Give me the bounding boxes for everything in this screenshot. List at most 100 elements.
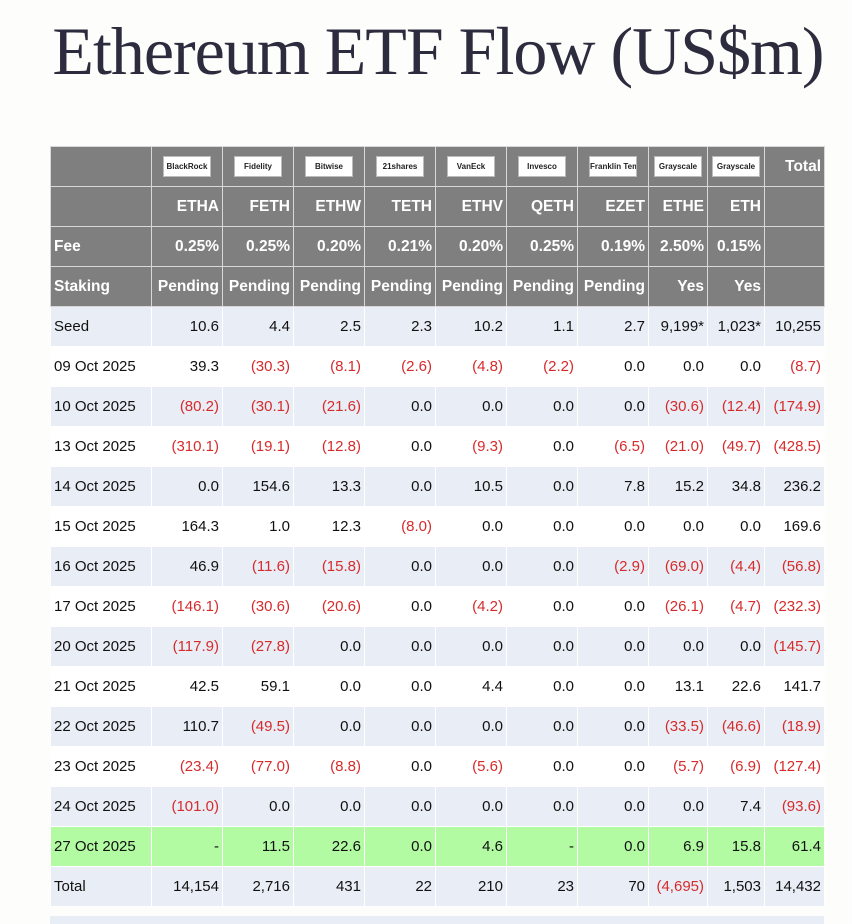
flow-value-cell: (18.9) bbox=[764, 706, 825, 747]
flow-value-cell: 0.0 bbox=[506, 506, 578, 547]
flow-value-cell: 164.3 bbox=[151, 506, 223, 547]
flow-value-cell: 59.1 bbox=[222, 666, 294, 707]
flow-value-cell: 0.0 bbox=[293, 706, 365, 747]
row-label: 13 Oct 2025 bbox=[50, 426, 152, 467]
issuer-logo-cell: Grayscale bbox=[648, 146, 708, 187]
flow-value-cell: (77.0) bbox=[222, 746, 294, 787]
page-title: Ethereum ETF Flow (US$m) bbox=[52, 13, 824, 89]
issuer-logo-cell: Bitwise bbox=[293, 146, 365, 187]
flow-value-cell: (27.8) bbox=[222, 626, 294, 667]
flow-value-cell: 0.0 bbox=[648, 626, 708, 667]
flow-value-cell: 169.6 bbox=[764, 506, 825, 547]
issuer-logo: VanEck bbox=[447, 156, 495, 177]
flow-value-cell: 0.0 bbox=[364, 426, 436, 467]
flow-value-cell: 431 bbox=[293, 866, 365, 907]
flow-value-cell: 0.0 bbox=[577, 746, 649, 787]
table-row: 27 Oct 2025-11.5 22.6 0.0 4.6-0.0 6.9 15.8 61.… bbox=[50, 826, 825, 867]
flow-value-cell: 0.0 bbox=[506, 746, 578, 787]
flow-value-cell: (2.9) bbox=[577, 546, 649, 587]
flow-value-cell: 1.0 bbox=[222, 506, 294, 547]
flow-value-cell: (12.8) bbox=[293, 426, 365, 467]
flow-value-cell: 0.0 bbox=[435, 546, 507, 587]
flow-value-cell: (8.1) bbox=[293, 346, 365, 387]
issuer-logo-cell: Franklin Templeton bbox=[577, 146, 649, 187]
fee-cell: 2.50% bbox=[648, 226, 708, 267]
flow-value-cell: (26.1) bbox=[648, 586, 708, 627]
flow-value-cell: 0.0 bbox=[648, 346, 708, 387]
flow-value-cell: (46.6) bbox=[707, 706, 765, 747]
flow-value-cell: 0.0 bbox=[222, 786, 294, 827]
flow-value-cell: 2.7 bbox=[577, 306, 649, 347]
flow-value-cell: 0.0 bbox=[364, 546, 436, 587]
flow-value-cell: 9,199* bbox=[648, 306, 708, 347]
flow-value-cell: 0.0 bbox=[293, 626, 365, 667]
flow-value-cell: 61.4 bbox=[764, 826, 825, 867]
flow-value-cell: 0.0 bbox=[364, 746, 436, 787]
flow-value-cell: (117.9) bbox=[151, 626, 223, 667]
flow-value-cell: (23.4) bbox=[151, 746, 223, 787]
flow-value-cell: - bbox=[506, 826, 578, 867]
fee-row: Fee 0.25% 0.25% 0.20% 0.21% 0.20% 0.25% 0.19% 2.… bbox=[50, 226, 825, 267]
flow-value-cell: (146.1) bbox=[151, 586, 223, 627]
flow-value-cell: 10,255 bbox=[764, 306, 825, 347]
ticker-cell: EZET bbox=[577, 186, 649, 227]
flow-value-cell: 0.0 bbox=[577, 706, 649, 747]
staking-label: Staking bbox=[50, 266, 152, 307]
header-corner bbox=[50, 146, 152, 187]
row-label: 20 Oct 2025 bbox=[50, 626, 152, 667]
table-footer-strip bbox=[50, 916, 824, 924]
flow-value-cell: 2,716 bbox=[222, 866, 294, 907]
issuer-logo: Bitwise bbox=[305, 156, 353, 177]
flow-value-cell: 22.6 bbox=[293, 826, 365, 867]
flow-value-cell: 0.0 bbox=[506, 546, 578, 587]
flow-value-cell: 210 bbox=[435, 866, 507, 907]
table-row: 21 Oct 2025 42.5 59.1 0.0 0.0 4.4 0.0 0.0 13.1 22… bbox=[50, 666, 825, 707]
flow-value-cell: 0.0 bbox=[293, 666, 365, 707]
staking-row: Staking Pending Pending Pending Pending Pendi… bbox=[50, 266, 825, 307]
flow-value-cell: (5.7) bbox=[648, 746, 708, 787]
flow-value-cell: 70 bbox=[577, 866, 649, 907]
flow-value-cell: (2.2) bbox=[506, 346, 578, 387]
flow-value-cell: (49.7) bbox=[707, 426, 765, 467]
fee-cell: 0.15% bbox=[707, 226, 765, 267]
flow-value-cell: 1,503 bbox=[707, 866, 765, 907]
flow-value-cell: (8.8) bbox=[293, 746, 365, 787]
flow-value-cell: (310.1) bbox=[151, 426, 223, 467]
staking-cell: Pending bbox=[506, 266, 578, 307]
row-label: 16 Oct 2025 bbox=[50, 546, 152, 587]
flow-value-cell: 0.0 bbox=[506, 706, 578, 747]
flow-value-cell: 2.3 bbox=[364, 306, 436, 347]
fee-cell: 0.19% bbox=[577, 226, 649, 267]
row-label: 10 Oct 2025 bbox=[50, 386, 152, 427]
flow-value-cell: 2.5 bbox=[293, 306, 365, 347]
issuer-logo: BlackRock bbox=[163, 156, 211, 177]
flow-value-cell: 0.0 bbox=[364, 626, 436, 667]
row-label: 17 Oct 2025 bbox=[50, 586, 152, 627]
header-blank bbox=[764, 186, 825, 227]
flow-value-cell: (30.6) bbox=[648, 386, 708, 427]
flow-value-cell: 0.0 bbox=[364, 666, 436, 707]
flow-value-cell: 110.7 bbox=[151, 706, 223, 747]
flow-value-cell: 46.9 bbox=[151, 546, 223, 587]
table-row: 17 Oct 2025 (146.1) (30.6) (20.6) 0.0 (4.2) 0.… bbox=[50, 586, 825, 627]
flow-value-cell: 0.0 bbox=[506, 586, 578, 627]
flow-value-cell: 0.0 bbox=[435, 506, 507, 547]
flow-value-cell: 1,023* bbox=[707, 306, 765, 347]
flow-value-cell: 42.5 bbox=[151, 666, 223, 707]
flow-value-cell: (8.7) bbox=[764, 346, 825, 387]
flow-value-cell: 0.0 bbox=[506, 426, 578, 467]
flow-value-cell: (15.8) bbox=[293, 546, 365, 587]
fee-cell: 0.21% bbox=[364, 226, 436, 267]
flow-value-cell: 15.8 bbox=[707, 826, 765, 867]
row-label: 23 Oct 2025 bbox=[50, 746, 152, 787]
ticker-cell: FETH bbox=[222, 186, 294, 227]
header-blank bbox=[764, 226, 825, 267]
ticker-cell: ETHW bbox=[293, 186, 365, 227]
flow-value-cell: 0.0 bbox=[506, 786, 578, 827]
flow-value-cell: 141.7 bbox=[764, 666, 825, 707]
flow-value-cell: 0.0 bbox=[577, 826, 649, 867]
flow-value-cell: 0.0 bbox=[577, 506, 649, 547]
ticker-cell: TETH bbox=[364, 186, 436, 227]
flow-value-cell: (69.0) bbox=[648, 546, 708, 587]
flow-value-cell: 22 bbox=[364, 866, 436, 907]
